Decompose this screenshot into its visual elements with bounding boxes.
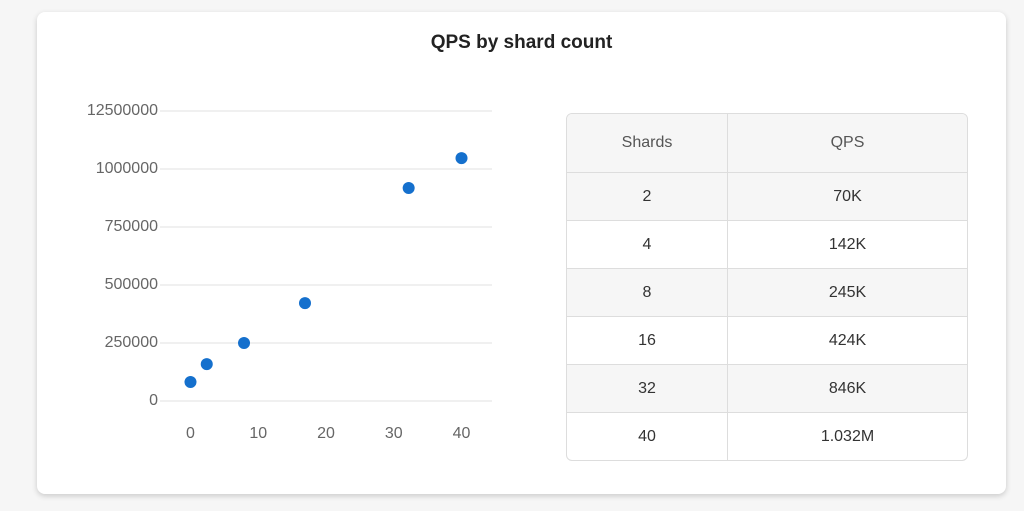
table-cell: 245K [727, 268, 967, 317]
table-row: 2 70K [567, 172, 967, 221]
point [184, 375, 197, 388]
table-cell: 70K [727, 172, 967, 221]
table-row: 4 142K [567, 220, 967, 269]
point [402, 182, 415, 195]
table-cell: 846K [727, 364, 967, 413]
table-cell: 8 [567, 268, 728, 317]
y-tick-label: 750000 [105, 218, 158, 235]
point [200, 358, 213, 371]
table-cell: 40 [567, 412, 728, 460]
table-cell: 16 [567, 316, 728, 365]
table-row: 16 424K [567, 316, 967, 365]
table-row: 40 1.032M [567, 412, 967, 460]
y-tick-label: 0 [149, 392, 158, 409]
y-tick-label: 12500000 [87, 102, 158, 119]
x-tick-label: 10 [249, 425, 267, 442]
point [455, 152, 468, 165]
table-cell: 424K [727, 316, 967, 365]
table-cell: 2 [567, 172, 728, 221]
x-tick-label: 30 [385, 425, 403, 442]
table-row: 32 846K [567, 364, 967, 413]
table: Shards QPS 2 70K 4 142K 8 245K 16 424K 32 846K 40 1.0… [566, 113, 968, 461]
data-table: Shards QPS 2 70K 4 142K 8 245K 16 424K 32 846K 40 1.0… [567, 114, 967, 460]
chart: 0 250000 500000 750000 1000000 12500000 0 10 20 3… [87, 102, 492, 442]
header-row: Shards QPS [567, 114, 967, 173]
table-body: 2 70K 4 142K 8 245K 16 424K 32 846K 40 1.032M [567, 172, 967, 460]
table-cell: 32 [567, 364, 728, 413]
point [238, 337, 251, 349]
chart-title: QPS by shard count [430, 32, 613, 53]
table-cell: 1.032M [727, 412, 967, 460]
table-cell: 4 [567, 220, 728, 269]
y-tick-label: 250000 [105, 334, 158, 351]
column-header: Shards [567, 114, 728, 173]
card: QPS by shard count 0 250000 500000 750000 10… [37, 12, 1006, 494]
y-tick-label: 500000 [105, 276, 158, 293]
x-tick-label: 0 [186, 425, 195, 442]
table-row: 8 245K [567, 268, 967, 317]
point [298, 297, 311, 310]
x-tick-label: 20 [317, 425, 335, 442]
x-tick-label: 40 [453, 425, 471, 442]
column-header: QPS [727, 114, 967, 173]
y-tick-label: 1000000 [96, 160, 158, 177]
table-cell: 142K [727, 220, 967, 269]
